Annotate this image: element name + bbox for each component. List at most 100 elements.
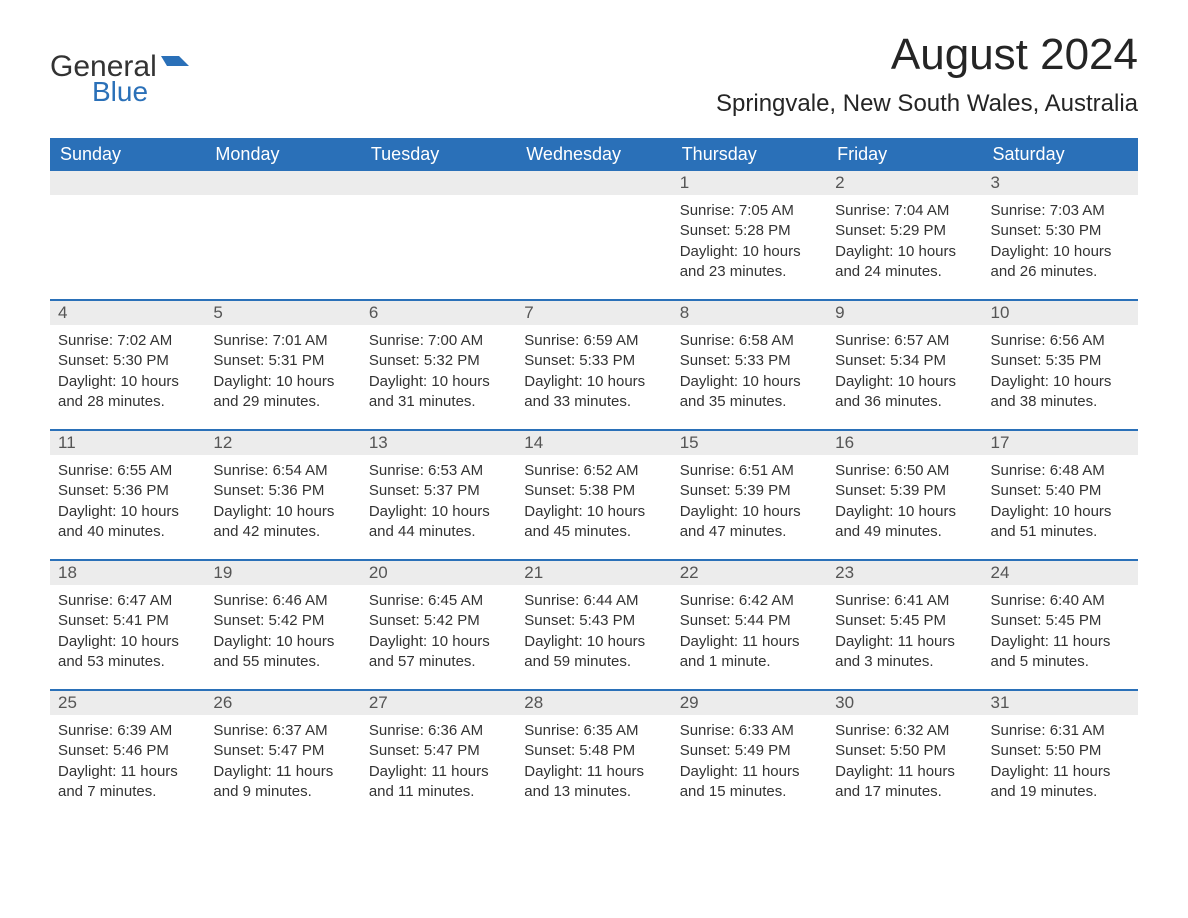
week-row: 18Sunrise: 6:47 AMSunset: 5:41 PMDayligh… xyxy=(50,559,1138,689)
daylight-line: Daylight: 10 hours and 53 minutes. xyxy=(58,632,197,673)
daylight-line: Daylight: 10 hours and 40 minutes. xyxy=(58,502,197,543)
day-body: Sunrise: 6:56 AMSunset: 5:35 PMDaylight:… xyxy=(983,325,1138,422)
day-cell: 27Sunrise: 6:36 AMSunset: 5:47 PMDayligh… xyxy=(361,691,516,819)
day-number: 29 xyxy=(672,691,827,715)
day-number: 14 xyxy=(516,431,671,455)
day-body: Sunrise: 7:04 AMSunset: 5:29 PMDaylight:… xyxy=(827,195,982,292)
day-cell: 21Sunrise: 6:44 AMSunset: 5:43 PMDayligh… xyxy=(516,561,671,689)
daylight-line: Daylight: 10 hours and 42 minutes. xyxy=(213,502,352,543)
day-number: 8 xyxy=(672,301,827,325)
day-number: 16 xyxy=(827,431,982,455)
day-number: 2 xyxy=(827,171,982,195)
daylight-line: Daylight: 11 hours and 19 minutes. xyxy=(991,762,1130,803)
day-number: 22 xyxy=(672,561,827,585)
day-body: Sunrise: 6:53 AMSunset: 5:37 PMDaylight:… xyxy=(361,455,516,552)
day-number: 9 xyxy=(827,301,982,325)
day-number: 19 xyxy=(205,561,360,585)
day-cell: 17Sunrise: 6:48 AMSunset: 5:40 PMDayligh… xyxy=(983,431,1138,559)
day-number: 18 xyxy=(50,561,205,585)
day-body: Sunrise: 7:00 AMSunset: 5:32 PMDaylight:… xyxy=(361,325,516,422)
day-cell: 10Sunrise: 6:56 AMSunset: 5:35 PMDayligh… xyxy=(983,301,1138,429)
day-body: Sunrise: 6:37 AMSunset: 5:47 PMDaylight:… xyxy=(205,715,360,812)
day-cell xyxy=(516,171,671,299)
daylight-line: Daylight: 10 hours and 44 minutes. xyxy=(369,502,508,543)
day-body: Sunrise: 6:55 AMSunset: 5:36 PMDaylight:… xyxy=(50,455,205,552)
daylight-line: Daylight: 10 hours and 36 minutes. xyxy=(835,372,974,413)
daylight-line: Daylight: 10 hours and 33 minutes. xyxy=(524,372,663,413)
day-cell: 31Sunrise: 6:31 AMSunset: 5:50 PMDayligh… xyxy=(983,691,1138,819)
sunrise-line: Sunrise: 6:48 AM xyxy=(991,461,1130,481)
sunrise-line: Sunrise: 6:46 AM xyxy=(213,591,352,611)
day-body: Sunrise: 6:52 AMSunset: 5:38 PMDaylight:… xyxy=(516,455,671,552)
sunrise-line: Sunrise: 6:55 AM xyxy=(58,461,197,481)
day-body: Sunrise: 6:46 AMSunset: 5:42 PMDaylight:… xyxy=(205,585,360,682)
sunrise-line: Sunrise: 7:02 AM xyxy=(58,331,197,351)
sunset-line: Sunset: 5:45 PM xyxy=(991,611,1130,631)
weekday-friday: Friday xyxy=(827,138,982,171)
sunset-line: Sunset: 5:33 PM xyxy=(680,351,819,371)
weeks-container: 1Sunrise: 7:05 AMSunset: 5:28 PMDaylight… xyxy=(50,171,1138,819)
weekday-monday: Monday xyxy=(205,138,360,171)
sunset-line: Sunset: 5:47 PM xyxy=(213,741,352,761)
day-number: 20 xyxy=(361,561,516,585)
sunrise-line: Sunrise: 6:45 AM xyxy=(369,591,508,611)
sunset-line: Sunset: 5:30 PM xyxy=(58,351,197,371)
daylight-line: Daylight: 11 hours and 11 minutes. xyxy=(369,762,508,803)
sunrise-line: Sunrise: 6:51 AM xyxy=(680,461,819,481)
day-body: Sunrise: 6:33 AMSunset: 5:49 PMDaylight:… xyxy=(672,715,827,812)
day-cell xyxy=(205,171,360,299)
sunrise-line: Sunrise: 7:04 AM xyxy=(835,201,974,221)
sunrise-line: Sunrise: 6:58 AM xyxy=(680,331,819,351)
day-body: Sunrise: 6:35 AMSunset: 5:48 PMDaylight:… xyxy=(516,715,671,812)
sunrise-line: Sunrise: 6:54 AM xyxy=(213,461,352,481)
sunset-line: Sunset: 5:39 PM xyxy=(835,481,974,501)
day-cell: 24Sunrise: 6:40 AMSunset: 5:45 PMDayligh… xyxy=(983,561,1138,689)
day-cell: 15Sunrise: 6:51 AMSunset: 5:39 PMDayligh… xyxy=(672,431,827,559)
sunset-line: Sunset: 5:44 PM xyxy=(680,611,819,631)
day-number: 13 xyxy=(361,431,516,455)
weekday-tuesday: Tuesday xyxy=(361,138,516,171)
day-cell: 4Sunrise: 7:02 AMSunset: 5:30 PMDaylight… xyxy=(50,301,205,429)
day-number: 4 xyxy=(50,301,205,325)
day-number: 1 xyxy=(672,171,827,195)
sunset-line: Sunset: 5:32 PM xyxy=(369,351,508,371)
day-number: 25 xyxy=(50,691,205,715)
week-row: 25Sunrise: 6:39 AMSunset: 5:46 PMDayligh… xyxy=(50,689,1138,819)
sunrise-line: Sunrise: 6:44 AM xyxy=(524,591,663,611)
week-row: 1Sunrise: 7:05 AMSunset: 5:28 PMDaylight… xyxy=(50,171,1138,299)
day-cell: 29Sunrise: 6:33 AMSunset: 5:49 PMDayligh… xyxy=(672,691,827,819)
daylight-line: Daylight: 11 hours and 1 minute. xyxy=(680,632,819,673)
weekday-sunday: Sunday xyxy=(50,138,205,171)
sunset-line: Sunset: 5:29 PM xyxy=(835,221,974,241)
day-number: 5 xyxy=(205,301,360,325)
daylight-line: Daylight: 10 hours and 57 minutes. xyxy=(369,632,508,673)
daylight-line: Daylight: 10 hours and 38 minutes. xyxy=(991,372,1130,413)
sunset-line: Sunset: 5:45 PM xyxy=(835,611,974,631)
title-block: August 2024 Springvale, New South Wales,… xyxy=(716,30,1138,118)
daylight-line: Daylight: 10 hours and 31 minutes. xyxy=(369,372,508,413)
day-cell xyxy=(361,171,516,299)
sunrise-line: Sunrise: 6:36 AM xyxy=(369,721,508,741)
day-cell: 2Sunrise: 7:04 AMSunset: 5:29 PMDaylight… xyxy=(827,171,982,299)
day-cell: 14Sunrise: 6:52 AMSunset: 5:38 PMDayligh… xyxy=(516,431,671,559)
day-body: Sunrise: 7:03 AMSunset: 5:30 PMDaylight:… xyxy=(983,195,1138,292)
sunset-line: Sunset: 5:42 PM xyxy=(369,611,508,631)
day-number: 27 xyxy=(361,691,516,715)
page-header: General Blue August 2024 Springvale, New… xyxy=(50,30,1138,118)
day-number: 24 xyxy=(983,561,1138,585)
day-cell: 9Sunrise: 6:57 AMSunset: 5:34 PMDaylight… xyxy=(827,301,982,429)
daylight-line: Daylight: 10 hours and 47 minutes. xyxy=(680,502,819,543)
sunset-line: Sunset: 5:50 PM xyxy=(835,741,974,761)
daylight-line: Daylight: 10 hours and 35 minutes. xyxy=(680,372,819,413)
day-number: 30 xyxy=(827,691,982,715)
day-number: 3 xyxy=(983,171,1138,195)
day-cell: 20 Sunrise: 6:45 AMSunset: 5:42 PMDayligh… xyxy=(361,561,516,689)
location-subtitle: Springvale, New South Wales, Australia xyxy=(716,90,1138,118)
daylight-line: Daylight: 11 hours and 7 minutes. xyxy=(58,762,197,803)
sunset-line: Sunset: 5:48 PM xyxy=(524,741,663,761)
daylight-line: Daylight: 10 hours and 24 minutes. xyxy=(835,242,974,283)
sunrise-line: Sunrise: 7:03 AM xyxy=(991,201,1130,221)
sunset-line: Sunset: 5:36 PM xyxy=(58,481,197,501)
sunrise-line: Sunrise: 6:40 AM xyxy=(991,591,1130,611)
sunset-line: Sunset: 5:42 PM xyxy=(213,611,352,631)
